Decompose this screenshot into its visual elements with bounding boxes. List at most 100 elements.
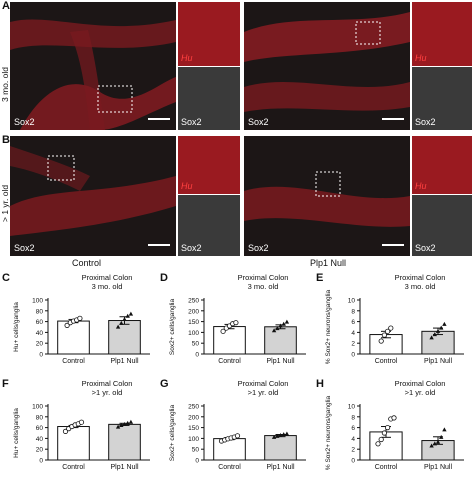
condition-null-label: Plp1 Null — [310, 258, 347, 268]
y-tick-label: 0 — [351, 352, 355, 359]
data-point — [284, 431, 290, 436]
row-label-3mo: 3 mo. old — [0, 67, 10, 102]
marker-label-a-control: Sox2 — [14, 117, 35, 127]
x-tick-label: Control — [375, 358, 398, 365]
panel-label-a: A — [2, 0, 10, 12]
data-point — [381, 430, 388, 436]
chart-subtitle: >1 yr. old — [248, 388, 279, 397]
panel-label-f: F — [2, 378, 9, 390]
data-point — [378, 436, 384, 443]
chart-title: Proximal Colon — [238, 273, 289, 282]
data-point — [378, 338, 384, 344]
y-tick-label: 4 — [351, 330, 355, 337]
inset-sox2-label: Sox2 — [415, 243, 436, 253]
y-tick-label: 0 — [351, 458, 355, 465]
panel-label-e: E — [316, 272, 324, 284]
data-point — [115, 324, 121, 329]
y-tick-label: 250 — [188, 298, 199, 305]
data-point — [435, 328, 441, 333]
data-point — [429, 335, 434, 340]
y-tick-label: 0 — [195, 352, 199, 359]
y-tick-label: 60 — [36, 425, 44, 432]
y-tick-label: 40 — [36, 436, 44, 443]
panel-label-c: C — [2, 272, 10, 284]
micrograph-a-null: Sox2 — [244, 2, 410, 130]
data-point — [442, 321, 447, 326]
x-tick-label: Control — [62, 464, 85, 471]
chart-f: Proximal Colon>1 yr. old Hu+ cells/gangli… — [13, 379, 150, 471]
data-point — [439, 325, 444, 330]
inset-sox2-a-null: Sox2 — [412, 67, 472, 130]
panel-label-d: D — [160, 272, 168, 284]
y-tick-label: 4 — [351, 436, 355, 443]
y-tick-label: 80 — [36, 308, 44, 315]
marker-label-a-null: Sox2 — [248, 117, 269, 127]
y-tick-label: 0 — [39, 458, 43, 465]
bar — [213, 326, 246, 355]
x-tick-label: Plp1 Null — [110, 358, 138, 365]
x-tick-label: Plp1 Null — [110, 464, 138, 471]
y-tick-label: 100 — [32, 404, 43, 411]
row-label-1yr: > 1 yr. old — [0, 184, 10, 222]
y-tick-label: 40 — [36, 330, 44, 337]
y-tick-label: 2 — [351, 447, 355, 454]
micrograph-b-null: Sox2 — [244, 136, 410, 256]
chart-title: Proximal Colon — [395, 379, 446, 388]
y-tick-label: 250 — [188, 404, 199, 411]
data-point — [125, 313, 130, 318]
tissue-image-a-null — [244, 2, 410, 130]
panel-label-g: G — [160, 378, 169, 390]
inset-hu-label: Hu — [181, 181, 193, 191]
y-tick-label: 50 — [192, 341, 200, 348]
data-point — [278, 323, 283, 328]
micrograph-b-control: Sox2 — [10, 136, 176, 256]
marker-label-b-null: Sox2 — [248, 243, 269, 253]
tissue-image-b-null — [244, 136, 410, 256]
y-axis-label: Sox2+ cells/ganglia — [169, 405, 176, 462]
bar — [108, 423, 141, 461]
y-tick-label: 6 — [351, 425, 355, 432]
data-point — [381, 332, 388, 338]
chart-subtitle: 3 mo. old — [248, 282, 279, 291]
data-point — [385, 328, 391, 334]
y-tick-label: 80 — [36, 414, 44, 421]
data-point — [122, 421, 127, 426]
x-tick-label: Plp1 Null — [424, 358, 452, 365]
y-tick-label: 150 — [188, 319, 199, 326]
x-tick-label: Plp1 Null — [424, 464, 452, 471]
data-point — [275, 326, 280, 331]
data-point — [128, 419, 134, 424]
inset-hu-a-control: Hu — [178, 2, 240, 66]
inset-hu-b-null: Hu — [412, 136, 472, 194]
chart-subtitle: 3 mo. old — [92, 282, 123, 291]
bar — [57, 426, 90, 461]
data-point — [128, 311, 134, 316]
data-point — [271, 328, 277, 333]
inset-sox2-label: Sox2 — [181, 243, 202, 253]
tissue-image-b-control — [10, 136, 176, 256]
y-tick-label: 8 — [351, 308, 355, 315]
data-point — [281, 321, 286, 326]
data-point — [385, 424, 391, 431]
data-point — [391, 415, 397, 421]
chart-subtitle: 3 mo. old — [405, 282, 436, 291]
panel-label-h: H — [316, 378, 324, 390]
data-point — [271, 434, 277, 439]
data-point — [233, 320, 239, 326]
y-tick-label: 10 — [348, 298, 356, 305]
data-point — [375, 441, 381, 447]
chart-title: Proximal Colon — [82, 379, 133, 388]
y-tick-label: 0 — [195, 458, 199, 465]
y-axis-label: Hu+ cells/ganglia — [13, 302, 20, 352]
inset-sox2-a-control: Sox2 — [178, 67, 240, 130]
data-point — [432, 332, 437, 337]
y-tick-label: 100 — [188, 330, 199, 337]
chart-subtitle: >1 yr. old — [92, 388, 123, 397]
bar — [264, 326, 297, 355]
data-point — [115, 424, 121, 429]
y-tick-label: 20 — [36, 447, 44, 454]
inset-sox2-label: Sox2 — [181, 117, 202, 127]
data-point — [119, 320, 124, 325]
